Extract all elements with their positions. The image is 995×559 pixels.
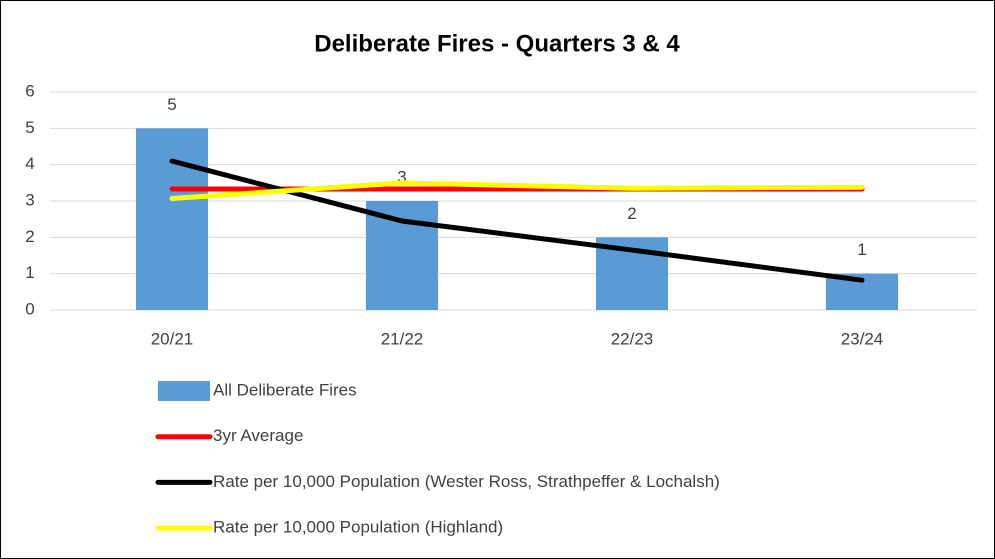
y-tick-label: 2 — [25, 227, 34, 246]
legend-swatch — [158, 381, 210, 401]
legend-label: Rate per 10,000 Population (Wester Ross,… — [213, 472, 720, 491]
y-tick-label: 3 — [25, 190, 34, 209]
bar — [136, 128, 208, 310]
data-label: 5 — [167, 95, 176, 114]
x-tick-label: 22/23 — [611, 329, 654, 348]
y-tick-label: 6 — [25, 81, 34, 100]
x-tick-label: 21/22 — [381, 329, 424, 348]
y-tick-label: 5 — [25, 118, 34, 137]
bar — [366, 201, 438, 310]
x-tick-label: 23/24 — [841, 329, 884, 348]
data-label: 2 — [627, 204, 636, 223]
legend-label: Rate per 10,000 Population (Highland) — [213, 518, 503, 537]
x-tick-label: 20/21 — [151, 329, 194, 348]
line — [169, 180, 865, 201]
chart-title: Deliberate Fires - Quarters 3 & 4 — [314, 30, 680, 57]
legend-label: 3yr Average — [213, 426, 303, 445]
y-tick-label: 0 — [25, 299, 34, 318]
data-label: 1 — [857, 240, 866, 259]
legend-label: All Deliberate Fires — [213, 380, 357, 399]
y-tick-label: 4 — [25, 154, 34, 173]
data-label: 3 — [397, 167, 406, 186]
y-tick-label: 1 — [25, 263, 34, 282]
